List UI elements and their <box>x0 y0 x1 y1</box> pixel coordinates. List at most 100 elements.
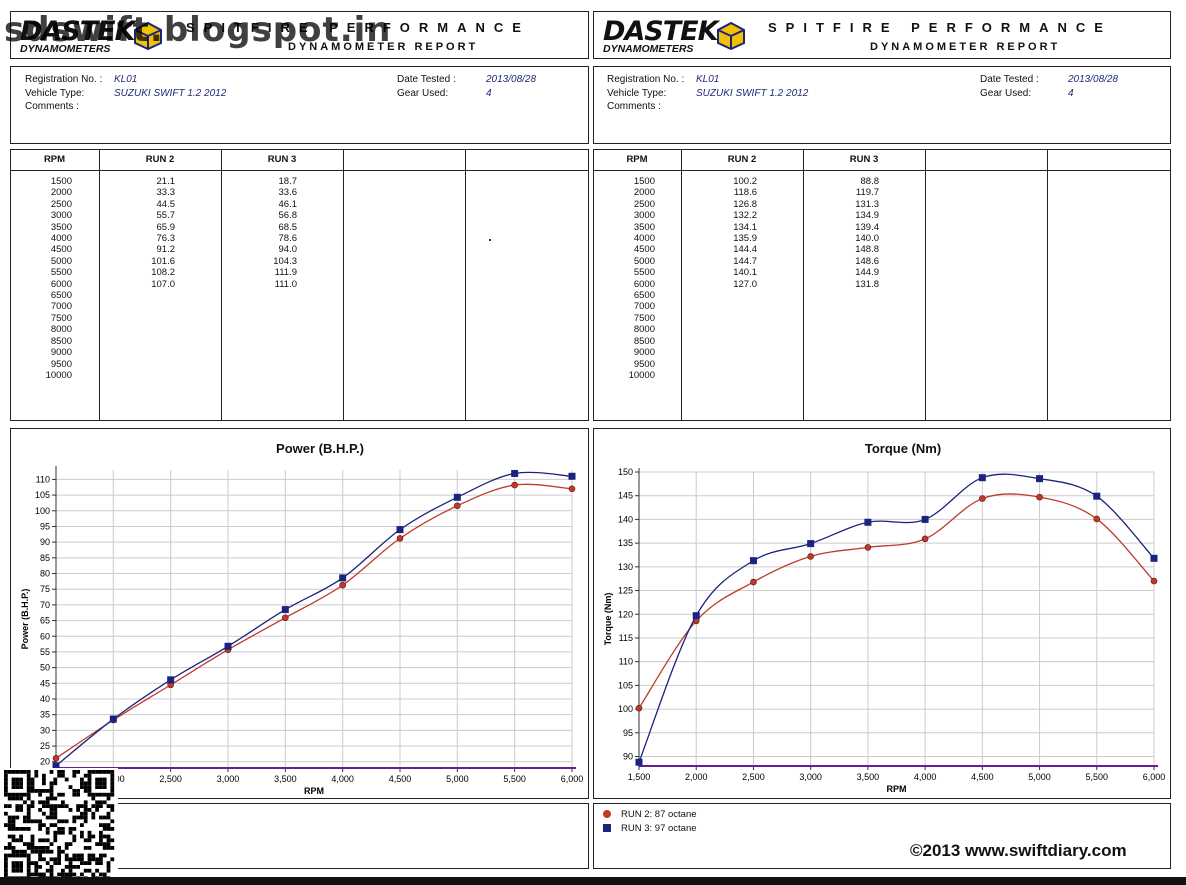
qr-module <box>110 773 115 778</box>
qr-module <box>68 861 73 865</box>
qr-module <box>7 792 12 797</box>
qr-module <box>80 777 84 782</box>
right-col-head-rpm: RPM <box>626 154 648 165</box>
legend-run2-marker <box>603 810 611 818</box>
qr-module <box>30 781 35 786</box>
y-tick-label: 105 <box>618 680 633 690</box>
qr-module <box>49 770 54 774</box>
qr-module <box>30 777 35 782</box>
qr-module <box>34 789 39 793</box>
left-run3-column: 18.7 33.6 46.1 56.8 68.5 78.6 94.0 104.3… <box>273 176 297 290</box>
qr-module <box>49 811 54 816</box>
qr-module <box>91 815 96 820</box>
qr-module <box>61 819 65 824</box>
qr-module <box>11 777 16 782</box>
right-data-table <box>593 149 1171 421</box>
qr-module <box>30 838 35 843</box>
qr-module <box>53 830 58 835</box>
qr-module <box>99 781 103 786</box>
data-point-run3 <box>167 676 175 684</box>
qr-module <box>15 861 20 865</box>
x-tick-label: 2,500 <box>159 774 182 784</box>
qr-module <box>95 785 99 789</box>
qr-module <box>106 815 111 820</box>
watermark: sdswift.blogspot.in <box>4 10 392 50</box>
qr-module <box>7 823 12 827</box>
qr-module <box>95 861 99 865</box>
qr-module <box>11 868 16 873</box>
qr-module <box>83 781 88 786</box>
qr-module <box>34 846 39 850</box>
qr-module <box>26 868 31 873</box>
qr-module <box>4 773 8 778</box>
qr-module <box>80 815 84 820</box>
qr-module <box>19 770 23 774</box>
qr-module <box>57 830 61 835</box>
qr-module <box>95 842 99 846</box>
qr-module <box>80 785 84 789</box>
qr-module <box>26 842 31 846</box>
data-point-run3 <box>1150 554 1158 562</box>
qr-module <box>19 834 23 839</box>
qr-module <box>19 861 23 865</box>
qr-module <box>99 842 103 846</box>
qr-module <box>26 796 31 801</box>
qr-module <box>80 823 84 827</box>
qr-module <box>23 792 27 797</box>
y-tick-label: 90 <box>623 752 633 762</box>
data-point-run2 <box>979 495 986 502</box>
qr-module <box>64 846 69 850</box>
qr-module <box>23 819 27 824</box>
right-report-title: SPITFIRE PERFORMANCE <box>768 20 1112 35</box>
qr-module <box>19 796 23 801</box>
data-point-run3 <box>1093 492 1101 500</box>
qr-module <box>15 815 20 820</box>
qr-module <box>30 804 35 808</box>
y-tick-label: 45 <box>40 678 50 688</box>
y-tick-label: 20 <box>40 757 50 767</box>
data-point-run3 <box>978 474 986 482</box>
qr-module <box>49 796 54 801</box>
left-header-box <box>10 11 589 59</box>
qr-module <box>83 800 88 805</box>
qr-module <box>15 796 20 801</box>
qr-module <box>11 846 16 850</box>
y-tick-label: 85 <box>40 553 50 563</box>
right-logo-sub: DYNAMOMETERS <box>603 43 694 55</box>
qr-module <box>30 789 35 793</box>
qr-module <box>30 849 35 854</box>
y-axis-label: Power (B.H.P.) <box>20 589 30 650</box>
qr-module <box>7 846 12 850</box>
qr-module <box>64 865 69 869</box>
qr-module <box>45 815 50 820</box>
data-point-run2 <box>511 481 518 489</box>
x-tick-label: 5,000 <box>1028 772 1051 782</box>
right-run2-column: 100.2 118.6 126.8 132.2 134.1 135.9 144.… <box>733 176 757 290</box>
left-logo: DASTEK <box>20 16 136 47</box>
qr-module <box>110 792 115 797</box>
qr-module <box>45 849 50 854</box>
y-tick-label: 125 <box>618 586 633 596</box>
qr-module <box>49 868 54 873</box>
data-point-run2 <box>396 535 404 542</box>
qr-module <box>15 785 20 789</box>
y-tick-label: 145 <box>618 491 633 501</box>
qr-module <box>42 849 46 854</box>
qr-module <box>38 808 42 812</box>
right-header-box <box>593 11 1171 59</box>
qr-module <box>83 785 88 789</box>
qr-module <box>4 872 8 877</box>
qr-module <box>72 827 77 831</box>
legend-run3-label: RUN 3: 97 octane <box>621 823 697 834</box>
qr-module <box>38 857 42 862</box>
qr-module <box>26 853 31 858</box>
qr-module <box>99 815 103 820</box>
qr-module <box>30 846 35 850</box>
stray-dot <box>489 239 491 241</box>
qr-module <box>15 853 20 858</box>
qr-module <box>83 789 88 793</box>
qr-module <box>83 819 88 824</box>
qr-module <box>26 773 31 778</box>
qr-module <box>15 777 20 782</box>
qr-module <box>83 868 88 873</box>
